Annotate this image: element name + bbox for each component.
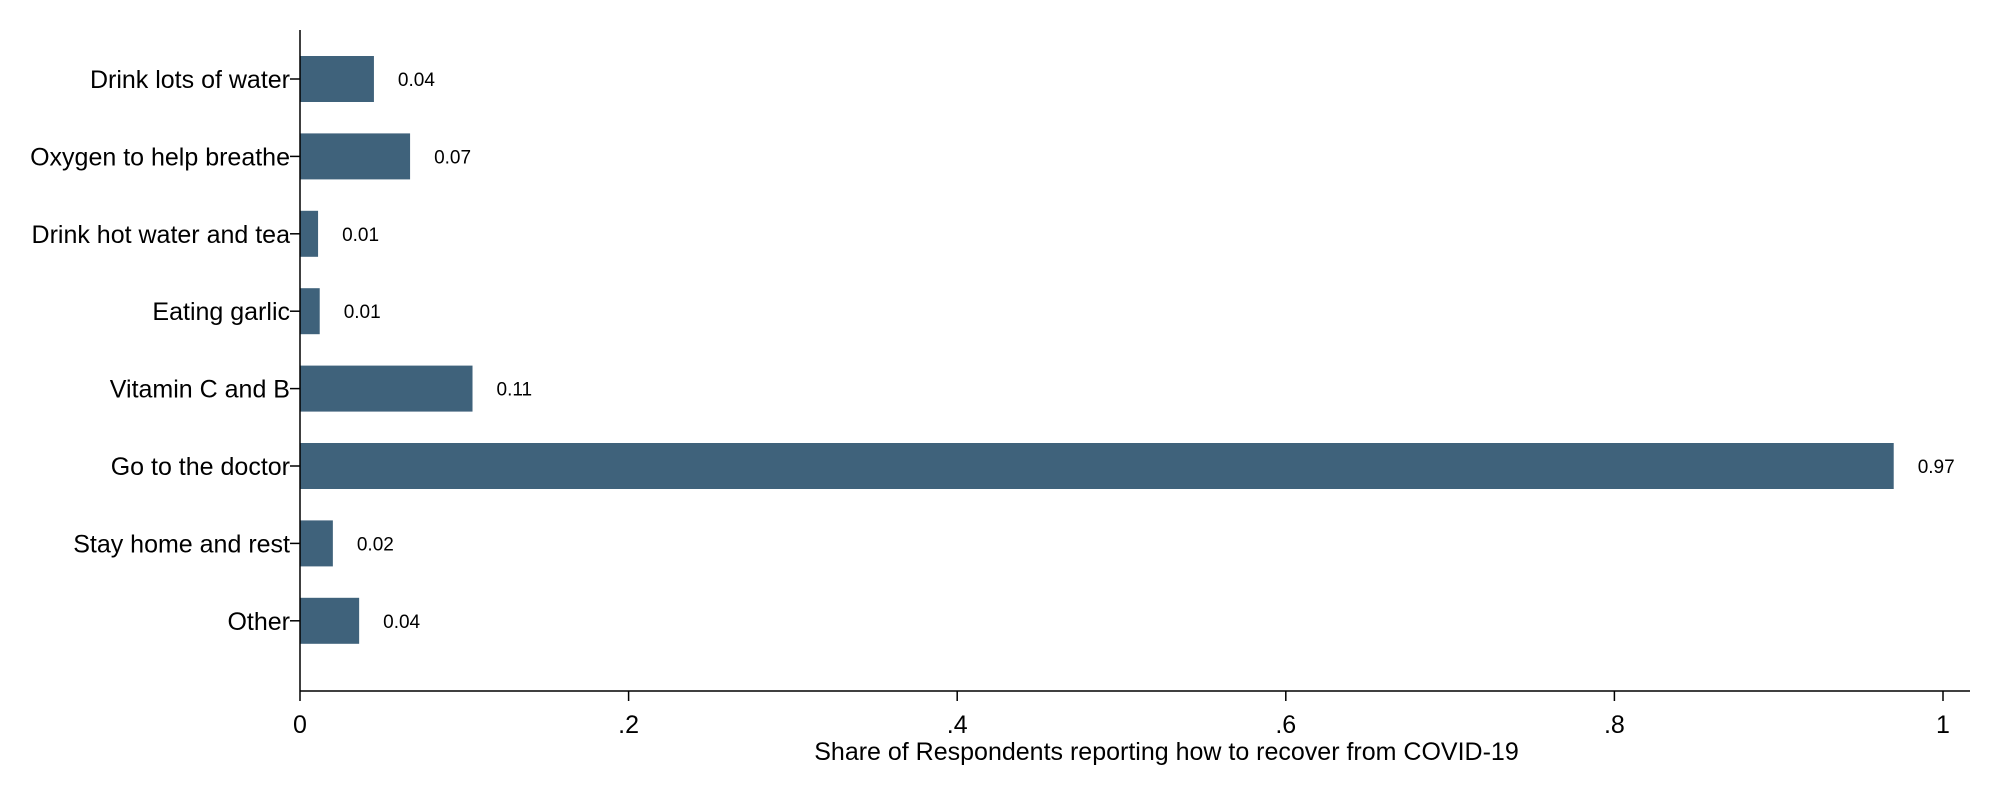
x-axis-ticks: 0 .2 .4 .6 .8 1 xyxy=(293,691,1950,739)
x-tick-label-4: .8 xyxy=(1604,711,1625,739)
value-label-6: 0.02 xyxy=(357,534,394,555)
value-label-0: 0.04 xyxy=(398,70,435,91)
category-labels: Drink lots of water Oxygen to help breath… xyxy=(30,66,290,636)
bar-6 xyxy=(300,520,333,567)
bar-5 xyxy=(300,443,1894,489)
bars-layer xyxy=(290,56,1894,644)
x-tick-label-5: 1 xyxy=(1936,711,1950,739)
category-label-3: Eating garlic xyxy=(152,298,290,326)
category-label-1: Oxygen to help breathe xyxy=(30,143,290,171)
x-axis-title: Share of Respondents reporting how to re… xyxy=(814,738,1519,766)
value-label-7: 0.04 xyxy=(383,612,420,633)
category-label-6: Stay home and rest xyxy=(73,530,290,558)
bar-4 xyxy=(300,365,473,412)
bar-1 xyxy=(300,133,411,180)
x-tick-label-2: .4 xyxy=(947,711,968,739)
bar-2 xyxy=(300,210,319,257)
category-label-7: Other xyxy=(227,608,290,636)
value-label-4: 0.11 xyxy=(497,380,533,401)
value-label-3: 0.01 xyxy=(344,302,381,323)
bar-3 xyxy=(300,288,320,335)
category-label-0: Drink lots of water xyxy=(90,66,290,94)
value-labels: 0.04 0.07 0.01 0.01 0.11 0.97 0.02 0.04 xyxy=(342,70,1955,633)
category-label-5: Go to the doctor xyxy=(111,453,290,481)
value-label-2: 0.01 xyxy=(342,225,379,246)
category-label-4: Vitamin C and B xyxy=(110,376,290,404)
bar-0 xyxy=(300,56,374,102)
axes xyxy=(299,30,1970,692)
x-tick-label-3: .6 xyxy=(1275,711,1296,739)
x-tick-label-1: .2 xyxy=(618,711,639,739)
value-label-5: 0.97 xyxy=(1918,457,1955,478)
bar-7 xyxy=(300,597,360,644)
category-label-2: Drink hot water and tea xyxy=(32,221,291,249)
value-label-1: 0.07 xyxy=(434,147,471,168)
x-tick-label-0: 0 xyxy=(293,711,307,739)
